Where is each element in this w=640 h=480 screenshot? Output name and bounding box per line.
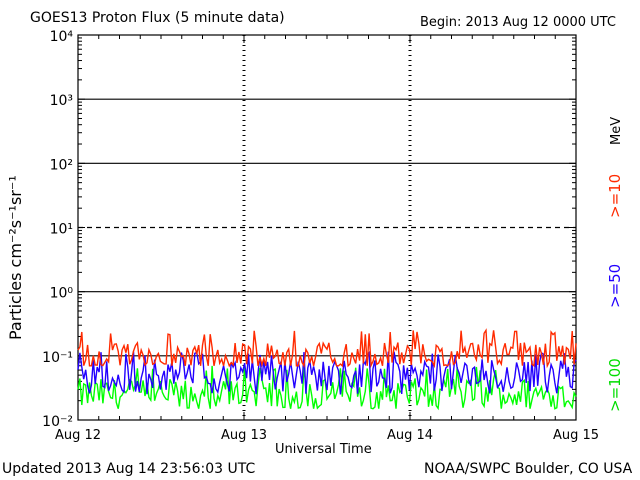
y-tick-label: 10⁴ <box>50 29 74 45</box>
y-tick-label: 10³ <box>50 93 73 109</box>
y-tick-label: 10⁻² <box>42 414 73 430</box>
noaa-credit: NOAA/SWPC Boulder, CO USA <box>424 461 633 477</box>
begin-date: Begin: 2013 Aug 12 0000 UTC <box>420 15 616 30</box>
legend-ge50: >=50 <box>606 263 624 308</box>
updated-timestamp: Updated 2013 Aug 14 23:56:03 UTC <box>2 461 256 477</box>
x-tick-label: Aug 13 <box>221 428 267 443</box>
unit-label-mev: MeV <box>609 116 624 145</box>
series-line->=10 <box>77 328 577 369</box>
x-tick-label: Aug 12 <box>55 428 101 443</box>
legend-ge10: >=10 <box>606 173 624 218</box>
y-tick-label: 10¹ <box>50 222 73 238</box>
x-axis-label: Universal Time <box>275 442 372 457</box>
y-tick-label: 10² <box>50 157 73 173</box>
legend-ge100: >=100 <box>606 358 624 412</box>
x-tick-label: Aug 14 <box>387 428 433 443</box>
chart-title: GOES13 Proton Flux (5 minute data) <box>30 10 285 26</box>
x-tick-label: Aug 15 <box>553 428 599 443</box>
y-tick-label: 10⁰ <box>50 286 74 302</box>
y-tick-label: 10⁻¹ <box>42 350 73 366</box>
series-line->=50 <box>77 350 577 395</box>
y-axis-label: Particles cm⁻²s⁻¹sr⁻¹ <box>6 175 25 340</box>
